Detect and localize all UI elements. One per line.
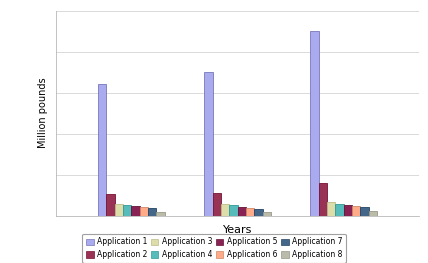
Bar	[254, 209, 262, 216]
Bar	[131, 206, 140, 216]
Bar	[229, 205, 238, 216]
Bar	[262, 212, 271, 216]
Bar	[115, 204, 123, 216]
Bar	[246, 208, 254, 216]
Bar	[157, 212, 165, 216]
Bar	[327, 202, 335, 216]
Bar	[310, 31, 318, 216]
Bar	[352, 206, 360, 216]
Bar	[148, 209, 157, 216]
Bar	[107, 194, 115, 216]
Y-axis label: Million pounds: Million pounds	[38, 78, 48, 148]
Bar	[221, 204, 229, 216]
Bar	[213, 193, 221, 216]
Bar	[369, 211, 377, 216]
Bar	[123, 205, 131, 216]
Bar	[360, 208, 369, 216]
Bar	[98, 84, 107, 216]
Bar	[238, 207, 246, 216]
Legend: Application 1, Application 2, Application 3, Application 4, Application 5, Appli: Application 1, Application 2, Applicatio…	[82, 234, 346, 263]
Bar	[204, 72, 213, 216]
Bar	[335, 204, 344, 216]
X-axis label: Years: Years	[223, 225, 252, 235]
Bar	[318, 183, 327, 216]
Bar	[140, 208, 148, 216]
Bar	[344, 205, 352, 216]
